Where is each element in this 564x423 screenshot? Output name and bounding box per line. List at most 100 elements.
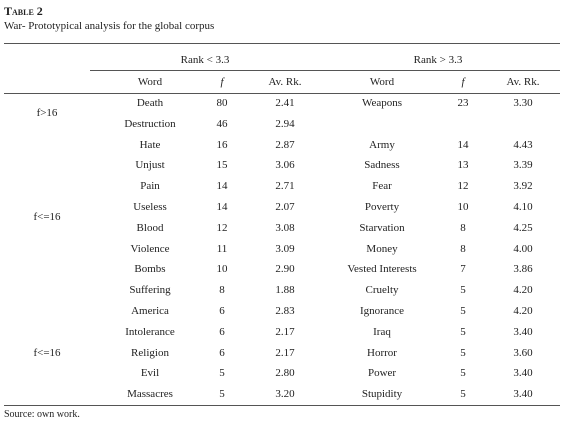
table-cell: America [131, 305, 169, 317]
table-cell: 2.90 [275, 263, 295, 276]
table-cell: Destruction [124, 117, 176, 130]
table-cell: Money [366, 242, 398, 255]
table-cell: 6 [219, 305, 225, 317]
table-cell: 6 [219, 346, 225, 359]
table-cell: 3.08 [275, 221, 295, 234]
table-cell: 3.92 [513, 180, 533, 193]
table-cell: 1.88 [275, 284, 295, 297]
table-cell: 3.09 [275, 242, 295, 255]
column-header: Av. Rk. [506, 76, 540, 88]
table-cell: Violence [130, 242, 170, 255]
table-cell: Ignorance [360, 305, 404, 317]
table-cell: 46 [216, 117, 228, 130]
table-cell: 5 [460, 346, 466, 359]
table-cell: 8 [219, 284, 225, 297]
table-cell: 4.20 [513, 305, 533, 317]
table-title: Table 2 [4, 4, 43, 18]
table-cell: 3.30 [513, 97, 533, 109]
table-cell: 10 [457, 201, 469, 213]
group-rule [90, 70, 560, 71]
table-cell: 3.06 [275, 159, 295, 172]
table-cell: 10 [216, 263, 228, 276]
table-cell: 5 [460, 367, 466, 380]
table-cell: Evil [140, 367, 160, 380]
table-cell: 4.10 [513, 201, 533, 213]
table-cell: 2.41 [275, 97, 295, 109]
table-cell: Army [369, 138, 395, 151]
table-cell: Horror [367, 346, 397, 359]
table-cell: 3.60 [513, 346, 533, 359]
table-cell: 13 [457, 159, 469, 172]
group-header: Rank > 3.3 [413, 54, 463, 66]
table-cell: 7 [460, 263, 466, 276]
table-cell: 14 [216, 180, 228, 193]
table-cell: Useless [133, 201, 167, 213]
table-cell: 4.20 [513, 284, 533, 297]
table-cell: 4.00 [513, 242, 533, 255]
table-cell: Bombs [134, 263, 166, 276]
table-cell: Suffering [129, 284, 171, 297]
table-cell: 11 [216, 242, 228, 255]
table-cell: Poverty [364, 201, 400, 213]
table-cell: Fear [372, 180, 392, 193]
table-cell: 3.40 [513, 388, 533, 401]
table-cell: 2.17 [275, 346, 295, 359]
table-cell: 2.87 [275, 138, 295, 151]
table-cell: Massacres [127, 388, 173, 401]
column-header: Word [369, 76, 395, 88]
table-cell: 15 [216, 159, 228, 172]
row-group-label: f<=16 [33, 211, 61, 224]
header-rule [4, 93, 560, 94]
table-cell: 2.17 [275, 325, 295, 338]
table-cell: 3.40 [513, 367, 533, 380]
table-cell: 4.43 [513, 138, 533, 151]
table-cell: Weapons [361, 97, 403, 109]
table-cell: 3.39 [513, 159, 533, 172]
column-header: Av. Rk. [268, 76, 302, 88]
table-cell: Blood [136, 221, 164, 234]
table-cell: 23 [457, 97, 469, 109]
table-cell: 5 [460, 284, 466, 297]
table-cell: 14 [457, 138, 469, 151]
table-cell: 3.20 [275, 388, 295, 401]
table-cell: 14 [216, 201, 228, 213]
table-cell: Starvation [359, 221, 405, 234]
table-cell: 3.86 [513, 263, 533, 276]
row-group-label: f<=16 [33, 346, 61, 359]
table-cell: Iraq [373, 325, 391, 338]
table-cell: 2.80 [275, 367, 295, 380]
table-cell: 8 [460, 221, 466, 234]
table-cell: 2.71 [275, 180, 295, 193]
table-cell: 5 [460, 325, 466, 338]
table-cell: Pain [140, 180, 160, 193]
source-note: Source: own work. [4, 409, 80, 420]
bottom-rule [4, 405, 560, 406]
table-cell: 16 [216, 138, 228, 151]
group-header: Rank < 3.3 [180, 54, 230, 66]
table-cell: 5 [460, 388, 466, 401]
table-cell: 2.07 [275, 201, 295, 213]
table-cell: Stupidity [361, 388, 403, 401]
table-cell: Intolerance [125, 325, 175, 338]
table-cell: Hate [139, 138, 161, 151]
table-cell: 5 [460, 305, 466, 317]
table-cell: 5 [219, 388, 225, 401]
table-cell: Unjust [135, 159, 165, 172]
row-group-label: f>16 [36, 107, 58, 120]
table-cell: Vested Interests [347, 263, 417, 276]
table-cell: 12 [216, 221, 228, 234]
table-cell: Religion [131, 346, 169, 359]
table-cell: 6 [219, 325, 225, 338]
top-rule [4, 43, 560, 44]
table-cell: 12 [457, 180, 469, 193]
column-header: f [220, 76, 224, 88]
table-cell: 5 [219, 367, 225, 380]
table-cell: Cruelty [365, 284, 399, 297]
table-cell: 8 [460, 242, 466, 255]
table-cell: 2.83 [275, 305, 295, 317]
table-subtitle: War- Prototypical analysis for the globa… [4, 20, 215, 32]
table-cell: 80 [216, 97, 228, 109]
column-header: Word [137, 76, 163, 88]
table-cell: Death [136, 97, 164, 109]
